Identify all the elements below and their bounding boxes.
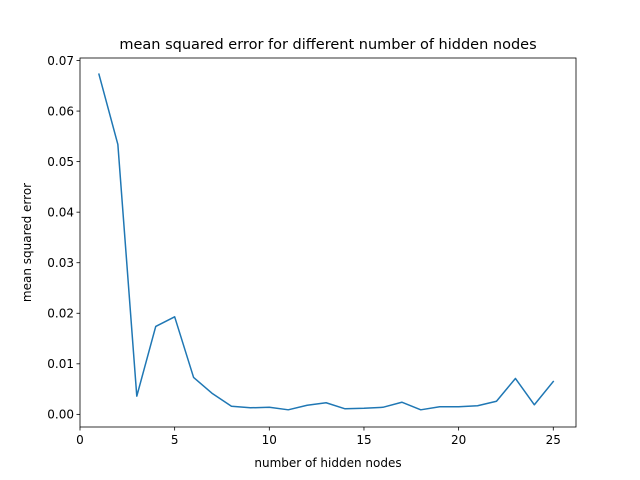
y-tick-label: 0.00	[47, 408, 74, 422]
x-tick-label: 25	[546, 433, 561, 447]
y-tick-label: 0.05	[47, 155, 74, 169]
y-tick-label: 0.03	[47, 256, 74, 270]
y-axis-title: mean squared error	[20, 183, 34, 302]
y-tick-label: 0.04	[47, 205, 74, 219]
y-tick-label: 0.06	[47, 104, 74, 118]
x-tick-label: 10	[262, 433, 277, 447]
y-tick-label: 0.01	[47, 357, 74, 371]
x-tick-label: 20	[451, 433, 466, 447]
x-tick-label: 0	[76, 433, 84, 447]
y-tick-label: 0.02	[47, 307, 74, 321]
series-line	[98, 73, 555, 411]
x-axis-title: number of hidden nodes	[254, 456, 401, 470]
chart-title: mean squared error for different number …	[119, 37, 536, 53]
x-tick-label: 5	[171, 433, 179, 447]
plot-area-frame	[79, 57, 577, 428]
x-tick-label: 15	[356, 433, 371, 447]
y-tick-label: 0.07	[47, 54, 74, 68]
